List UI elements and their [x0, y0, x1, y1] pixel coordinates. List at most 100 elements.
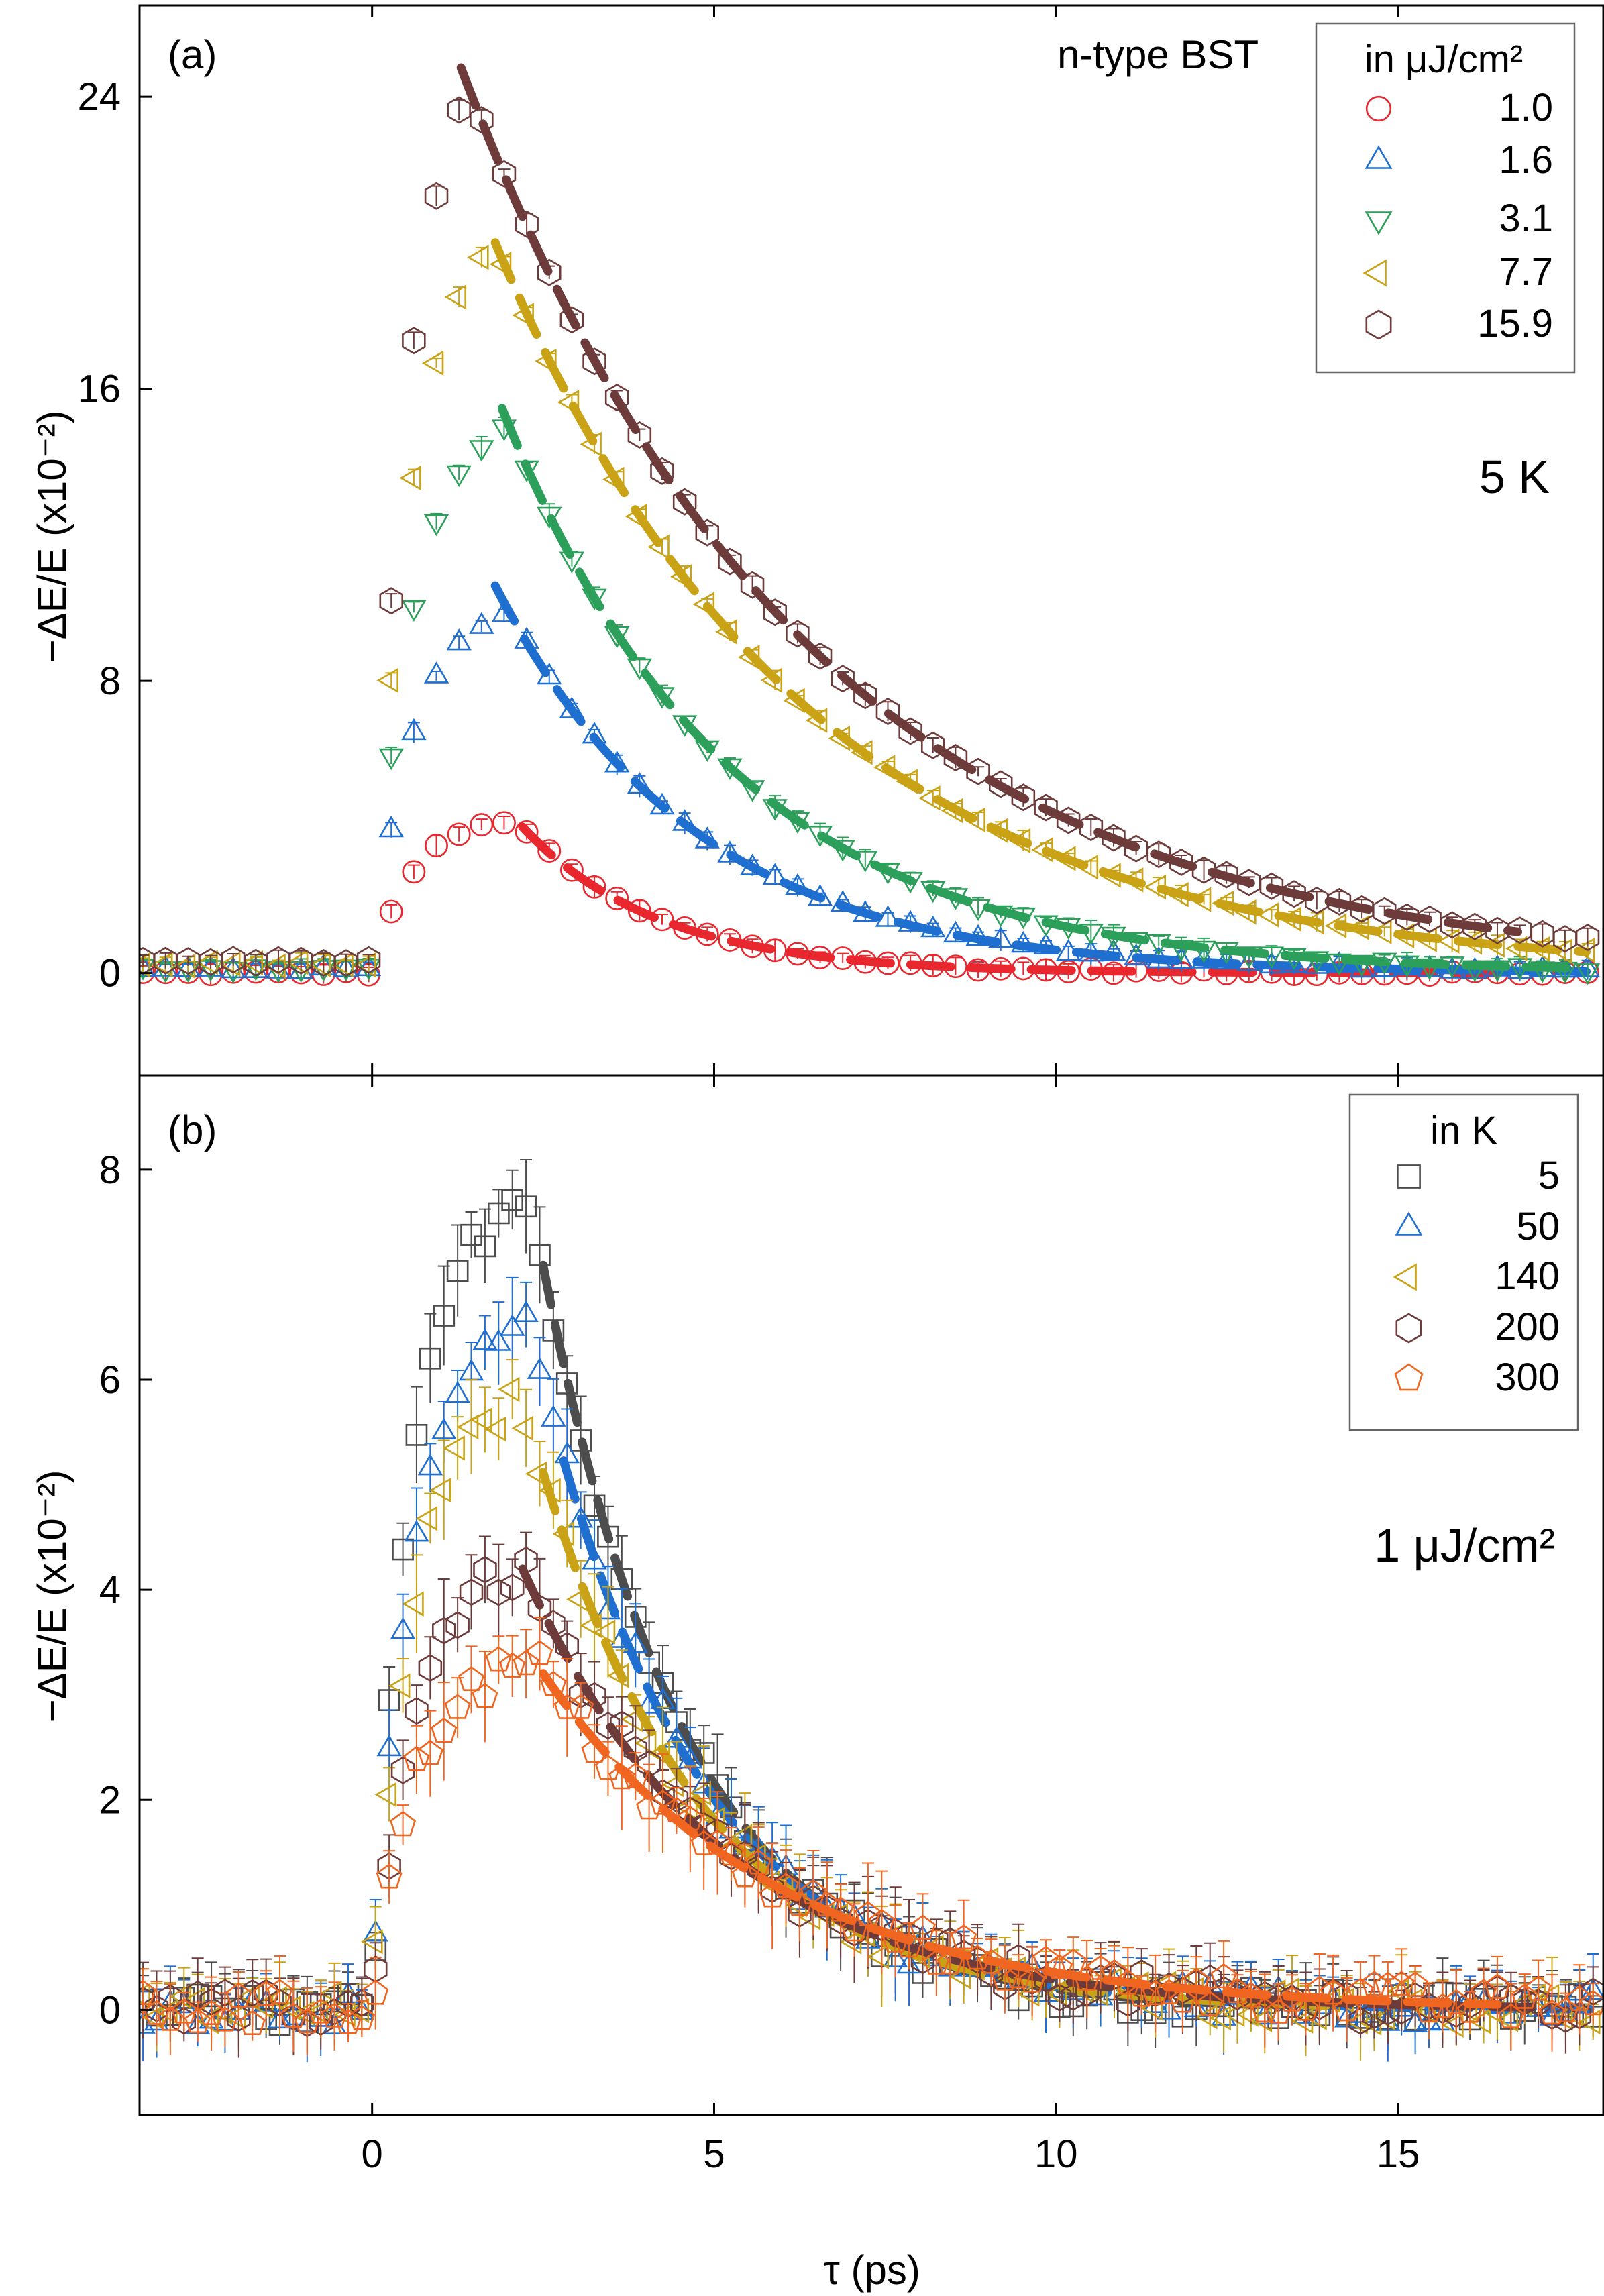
y-tick-label: 16	[77, 368, 121, 411]
data-point	[175, 955, 201, 977]
data-point	[445, 1380, 470, 1403]
data-point	[350, 1989, 374, 2017]
data-point	[472, 1328, 498, 1350]
fit-line-7.7	[490, 238, 1591, 956]
panel-a-label: (a)	[168, 32, 217, 77]
data-point	[362, 1979, 389, 2005]
data-point	[429, 1477, 451, 1503]
data-point	[1326, 953, 1352, 976]
data-point	[623, 1735, 648, 1763]
data-point	[636, 1794, 663, 1820]
data-point	[379, 899, 403, 924]
data-point	[1552, 1997, 1579, 2022]
data-point	[513, 1649, 539, 1676]
data-point	[515, 210, 539, 238]
data-point	[1496, 2007, 1519, 2032]
y-tick-label: 6	[99, 1358, 121, 1402]
data-point	[401, 600, 427, 622]
data-point	[1292, 1996, 1320, 2021]
data-point	[582, 1547, 607, 1570]
data-point	[1302, 909, 1324, 935]
panel-a-legend-box	[1315, 22, 1576, 374]
data-point	[309, 952, 331, 978]
legend-marker-300	[1394, 1363, 1424, 1391]
data-point	[321, 2002, 348, 2028]
legend-label-200: 200	[1495, 1305, 1560, 1349]
legend-label-50: 50	[1516, 1205, 1560, 1248]
data-point	[553, 1694, 580, 1719]
data-point	[557, 390, 580, 415]
data-point	[244, 948, 268, 977]
y-tick-label: 2	[99, 1778, 121, 1822]
y-tick-label: 0	[99, 1988, 121, 2032]
data-point	[460, 1223, 482, 1246]
panel-a-sample-label: n-type BST	[1057, 32, 1259, 77]
data-point	[515, 820, 539, 844]
data-point	[211, 2006, 239, 2032]
y-tick-label: 8	[99, 659, 121, 703]
data-point	[331, 952, 354, 978]
data-point	[423, 661, 449, 684]
data-point	[390, 1756, 415, 1784]
data-point	[401, 718, 427, 741]
data-point	[444, 1694, 471, 1719]
panel-a-legend: in μJ/cm² 1.0 1.6 3.1 7.7 15.9	[1315, 22, 1576, 374]
data-point	[1189, 887, 1212, 912]
data-point	[1511, 1983, 1538, 2009]
data-point	[1370, 919, 1392, 945]
data-point	[830, 890, 855, 912]
fit-line-1.6	[490, 581, 1591, 976]
data-point	[219, 951, 241, 977]
data-point	[417, 1453, 443, 1476]
data-point	[1334, 1996, 1360, 2022]
data-point	[446, 1260, 469, 1282]
data-point	[170, 1998, 197, 2024]
data-point	[469, 612, 494, 634]
data-point	[402, 327, 426, 355]
data-point	[492, 811, 516, 835]
data-point	[1251, 1997, 1278, 2023]
data-point	[1140, 1996, 1163, 2021]
data-point	[1443, 1989, 1470, 2015]
data-point	[515, 1195, 537, 1218]
data-point	[266, 1979, 293, 2004]
legend-marker-1.0	[1365, 95, 1392, 122]
panel-b-fluence-annotation: 1 μJ/cm²	[1374, 1519, 1555, 1572]
data-point	[1250, 2007, 1273, 2032]
legend-label-140: 140	[1495, 1254, 1560, 1298]
data-point	[399, 465, 421, 491]
data-point	[582, 1682, 606, 1710]
data-point	[374, 1782, 397, 1808]
data-point	[241, 950, 264, 976]
data-point	[786, 1891, 813, 1916]
legend-label-1.6: 1.6	[1499, 138, 1553, 182]
data-point	[213, 1979, 237, 2007]
data-point	[624, 1606, 647, 1628]
data-point	[157, 2006, 184, 2031]
data-point	[378, 815, 404, 838]
data-point	[198, 2000, 225, 2025]
data-point	[1169, 1987, 1196, 2013]
legend-label-15.9: 15.9	[1477, 302, 1553, 345]
data-point	[559, 858, 584, 882]
data-point	[923, 1949, 950, 1975]
data-point	[473, 1555, 497, 1584]
data-point	[1265, 1998, 1292, 2024]
data-point	[1417, 958, 1442, 981]
data-point	[363, 1955, 388, 1983]
data-point	[604, 384, 629, 412]
data-point	[583, 1494, 606, 1517]
panel-b: 0 5 10 15 0 2 4 6 8 (b) 1 μJ/cm² in K 5 50 140 200 3…	[99, 1074, 1604, 2176]
data-point	[389, 1810, 417, 1837]
data-point	[896, 1951, 922, 1974]
data-point	[199, 948, 223, 976]
data-point	[423, 514, 449, 537]
data-point	[417, 1739, 443, 1765]
legend-marker-1.6	[1365, 145, 1393, 169]
data-point	[1195, 2004, 1218, 2030]
data-point	[456, 1414, 479, 1440]
data-point	[853, 851, 878, 873]
y-tick-label: 24	[77, 75, 121, 119]
data-point	[469, 440, 494, 462]
panel-a-legend-title: in μJ/cm²	[1365, 38, 1523, 81]
